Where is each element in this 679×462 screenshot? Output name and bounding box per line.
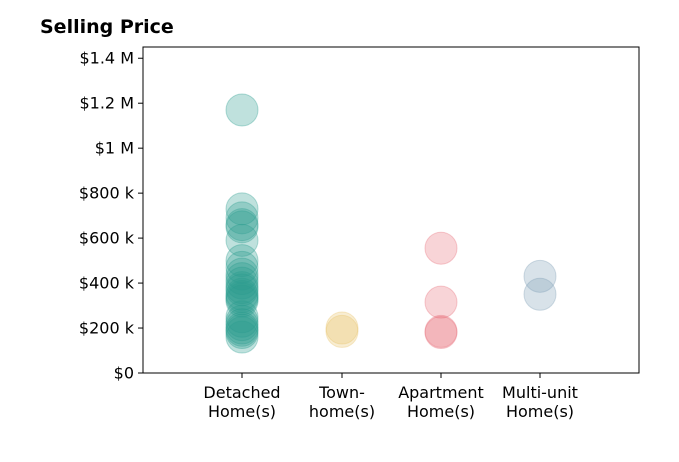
data-point [225, 244, 259, 278]
x-axis: Detached Home(s) Town-home(s) Apartment Home… [203, 373, 578, 421]
data-point [225, 257, 259, 291]
data-point [225, 250, 259, 284]
points-layer [225, 93, 557, 354]
y-tick-label: $600 k [79, 229, 135, 248]
data-point [225, 223, 259, 257]
data-point [225, 282, 259, 316]
data-point [225, 311, 259, 345]
y-tick-label: $1 M [95, 139, 134, 158]
data-point [325, 314, 359, 348]
data-point [225, 271, 259, 305]
data-point [225, 208, 259, 242]
data-point [424, 231, 458, 265]
y-tick-label: $1.2 M [79, 94, 134, 113]
data-point [225, 304, 259, 338]
data-point [424, 314, 458, 348]
data-point [225, 93, 259, 127]
data-point [225, 284, 259, 318]
x-tick-label: Town-home(s) [309, 383, 375, 421]
data-point [225, 320, 259, 354]
chart-title: Selling Price [40, 16, 174, 38]
data-point [424, 316, 458, 350]
data-point [225, 262, 259, 296]
plot-frame [142, 46, 640, 374]
x-tick-label: Apartment Home(s) [398, 383, 484, 421]
y-tick-label: $200 k [79, 319, 135, 338]
data-point [325, 311, 359, 345]
data-point [225, 280, 259, 314]
data-point [225, 210, 259, 244]
data-point [225, 266, 259, 300]
y-tick-label: $0 [114, 364, 134, 383]
x-tick-label: Detached Home(s) [203, 383, 280, 421]
data-point [523, 277, 557, 311]
x-tick-label: Multi-unit Home(s) [502, 383, 578, 421]
data-point [225, 313, 259, 347]
data-point [424, 285, 458, 319]
y-tick-label: $1.4 M [79, 49, 134, 68]
data-point [225, 273, 259, 307]
data-point [225, 308, 259, 342]
data-point [523, 259, 557, 293]
data-point [225, 192, 259, 226]
data-point [225, 277, 259, 311]
data-point [225, 201, 259, 235]
y-tick-label: $800 k [79, 184, 135, 203]
data-point [225, 316, 259, 350]
y-axis: $0 $200 k $400 k $600 k $800 k $1 M $1.2 M $1.4… [79, 49, 143, 383]
y-tick-label: $400 k [79, 274, 135, 293]
data-point [225, 300, 259, 334]
